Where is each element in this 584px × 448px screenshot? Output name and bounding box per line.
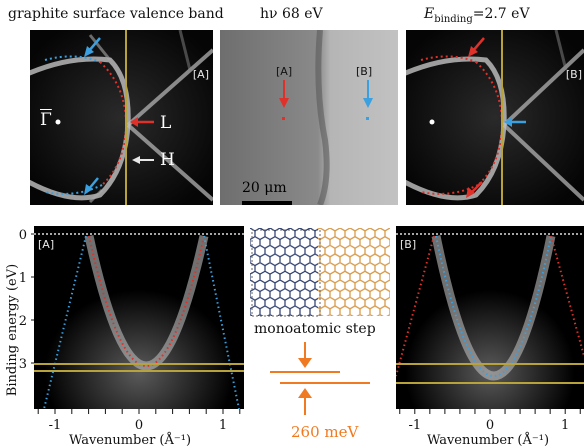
constant-energy-map-a: [A] Γ L H [30,30,213,205]
y-tick-label: 2 [19,314,27,329]
location-tag-a: [A] [276,65,293,78]
monoatomic-step-label: monoatomic step [254,321,376,337]
red-arrow-icon [468,37,485,57]
l-point-label: L [160,113,172,133]
arpes-axes-b: -1 0 1 Wavenumber (Å⁻¹) [399,409,581,448]
binding-energy-subscript: binding [434,13,473,25]
real-space-image: [A] [B] 20 μm [220,30,398,205]
energy-shift-indicator [270,342,370,415]
arpes-panel-a: [A] [34,226,244,409]
arpes-tag-b: [B] [400,238,417,251]
red-arrow-icon [466,181,483,198]
y-axis-label: Binding energy (eV) [5,264,20,396]
red-arrow-icon [279,80,289,108]
arpes-image-a [34,226,244,409]
y-tick-label: 3 [19,357,27,372]
real-space-image-graphic [220,30,398,205]
binding-energy-label: Ebinding=2.7 eV [424,6,530,25]
panel-tag-a: [A] [192,68,209,81]
figure-title: graphite surface valence band [8,6,224,22]
constant-energy-map-b: [B] [406,30,584,205]
x-tick-label: -1 [408,418,421,433]
arpes-tag-a: [A] [38,238,55,251]
blue-arrow-icon [363,80,373,108]
x-tick-label: 1 [561,418,569,433]
y-tick-label: 0 [19,228,27,243]
constant-energy-map-a-image [30,30,213,205]
blue-arrow-icon [84,37,101,57]
binding-energy-value: =2.7 eV [472,6,530,22]
location-tag-b: [B] [356,65,373,78]
arpes-axes-a: 0 1 2 3 -1 0 1 Binding energy (eV) Wavenumber… [5,228,241,448]
y-tick-label: 1 [19,271,27,286]
h-point-label: H [160,150,175,170]
x-tick-label: 1 [219,418,227,433]
panel-tag-b: [B] [565,68,582,81]
blue-arrow-icon [504,117,526,127]
energy-shift-label: 260 meV [291,423,359,441]
binding-energy-symbol: E [424,6,435,22]
y-axis-ticks: 0 1 2 3 [19,228,34,372]
graphene-lattice-diagram [250,228,390,317]
x-axis-label: Wavenumber (Å⁻¹) [427,432,549,448]
blue-arrow-icon [84,177,99,195]
x-axis-ticks: -1 0 1 [399,409,581,433]
scale-bar-label: 20 μm [242,180,287,196]
constant-energy-map-b-image [406,30,584,205]
red-arrow-icon [130,117,154,127]
gamma-point-label: Γ [40,110,52,130]
white-arrow-icon [132,156,154,164]
photon-energy-label: hν 68 eV [260,6,323,22]
x-axis-ticks: -1 0 1 [37,409,241,433]
arpes-image-b [396,226,584,409]
x-tick-label: 0 [135,418,143,433]
x-tick-label: 0 [486,418,494,433]
x-axis-label: Wavenumber (Å⁻¹) [69,432,191,448]
x-tick-label: -1 [49,418,62,433]
arpes-panel-b: [B] [396,226,584,409]
